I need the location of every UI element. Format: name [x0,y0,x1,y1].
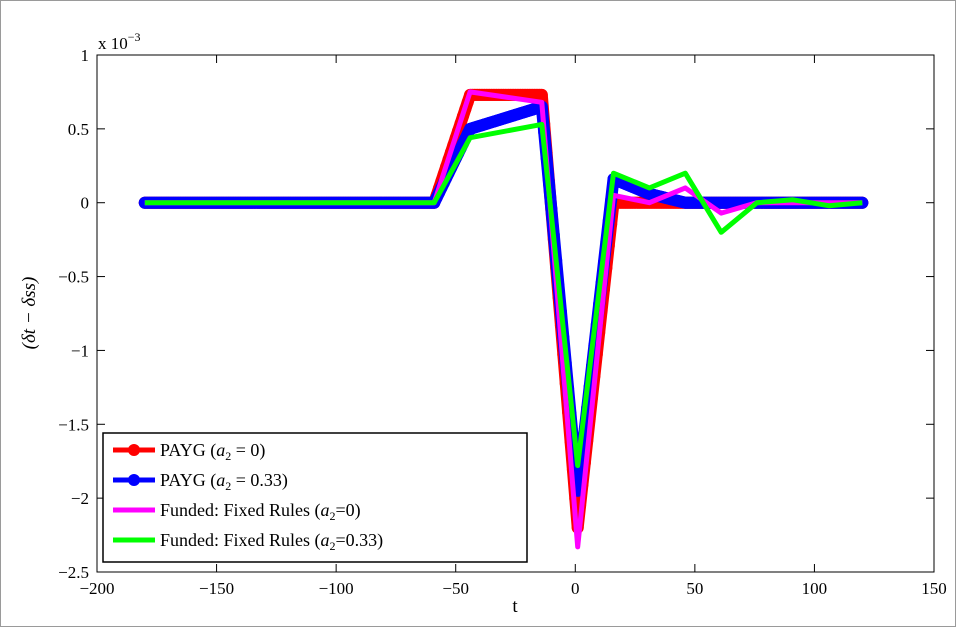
legend-item-4: Funded: Fixed Rules (a2=0.33) [113,530,383,553]
data-point [535,88,548,101]
legend-label: PAYG (a2 = 0) [160,440,265,463]
series-4 [144,121,863,469]
legend-marker [128,444,140,456]
legend-item-3: Funded: Fixed Rules (a2=0) [113,500,361,523]
y-tick-label: −0.5 [58,268,89,287]
y-multiplier-exponent: −3 [128,30,141,44]
legend-label: Funded: Fixed Rules (a2=0) [160,500,361,523]
x-tick-label: 100 [802,579,828,598]
legend-box [102,432,528,563]
y-tick-label: −1 [71,341,89,360]
legend-label: Funded: Fixed Rules (a2=0.33) [160,530,383,553]
y-tick-label: 1 [81,46,90,65]
y-tick-label: 0.5 [68,120,89,139]
legend: PAYG (a2 = 0) PAYG (a2 = 0.33) Funded: Fix… [102,432,528,563]
y-multiplier-label: x 10−3 [98,30,141,53]
x-tick-label: −50 [442,579,469,598]
y-tick-label: 0 [81,194,90,213]
tick-layer: −200 −150 −100 −50 0 50 100 150 1 0.5 0 −0.5 −1 −1.5 −… [58,46,947,598]
y-tick-label: −2 [71,489,89,508]
series-layer [138,88,869,550]
x-axis-label: t [512,596,518,617]
series-line [144,89,863,550]
x-tick-label: 50 [686,579,703,598]
y-axis-label: (δt − δss) [19,277,40,350]
x-tick-label: −100 [319,579,354,598]
legend-item-2: PAYG (a2 = 0.33) [113,470,288,493]
legend-label: PAYG (a2 = 0.33) [160,470,288,493]
x-tick-label: −200 [79,579,114,598]
plot-frame [96,54,935,573]
series-line [144,121,863,469]
x-tick-label: 0 [571,579,580,598]
y-tick-label: −2.5 [58,563,89,582]
x-tick-label: 150 [921,579,947,598]
y-tick-label: −1.5 [58,415,89,434]
legend-marker [128,474,140,486]
series-3 [144,89,863,550]
x-tick-label: −150 [199,579,234,598]
legend-item-1: PAYG (a2 = 0) [113,440,265,463]
